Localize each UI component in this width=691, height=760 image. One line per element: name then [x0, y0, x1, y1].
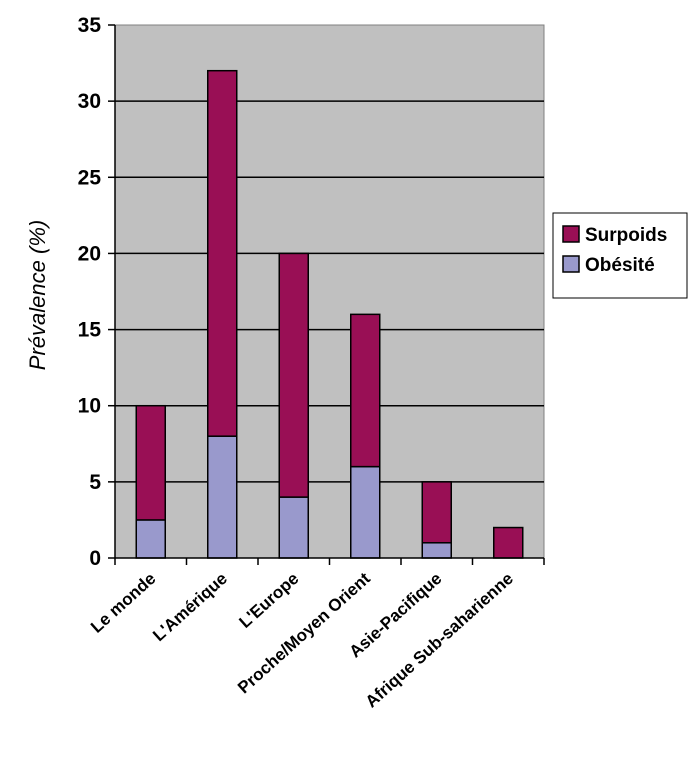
legend-swatch-surpoids — [562, 225, 580, 243]
y-axis-title: Prévalence (%) — [25, 220, 50, 370]
bar-surpoids-le-monde — [135, 404, 166, 521]
y-tick-labels: 0 5 10 15 20 25 30 35 — [78, 14, 102, 570]
bar-obesite-l-amerique — [207, 435, 238, 559]
x-tick-label-le-monde: Le monde — [87, 569, 159, 637]
axes — [108, 24, 545, 565]
bar-obesite-l-europe — [278, 496, 309, 559]
plot-area — [114, 24, 545, 559]
bar-obesite-asie-pacifique — [421, 542, 452, 559]
bars — [135, 69, 524, 559]
y-tick-label: 15 — [78, 319, 102, 342]
legend-label-obesite: Obésité — [585, 255, 655, 276]
y-tick-label: 10 — [78, 395, 101, 418]
bar-surpoids-asie-pacifique — [421, 481, 452, 544]
y-tick-label: 0 — [89, 547, 101, 570]
y-tick-label: 5 — [89, 471, 101, 494]
bar-surpoids-proche-moyen-orient — [350, 313, 381, 468]
y-tick-label: 30 — [78, 90, 101, 113]
bar-surpoids-l-europe — [278, 252, 309, 498]
legend-swatch-obesite — [562, 255, 580, 273]
x-tick-label-afrique-sub-saharienne: Afrique Sub-saharienne — [362, 569, 517, 711]
x-tick-label-l-europe: L'Europe — [235, 569, 302, 632]
legend-label-surpoids: Surpoids — [585, 225, 667, 246]
y-tick-label: 35 — [78, 14, 102, 37]
bar-surpoids-afrique-sub-saharienne — [493, 526, 524, 559]
bar-obesite-proche-moyen-orient — [350, 465, 381, 559]
y-tick-label: 25 — [78, 166, 102, 189]
x-tick-label-proche-moyen-orient: Proche/Moyen Orient — [234, 569, 374, 698]
x-tick-label-l-amerique: L'Amérique — [149, 569, 231, 645]
bar-obesite-le-monde — [135, 519, 166, 559]
legend: Surpoids Obésité — [552, 212, 688, 299]
bar-surpoids-l-amerique — [207, 69, 238, 437]
grid-lines — [115, 100, 544, 483]
y-tick-label: 20 — [78, 242, 101, 265]
